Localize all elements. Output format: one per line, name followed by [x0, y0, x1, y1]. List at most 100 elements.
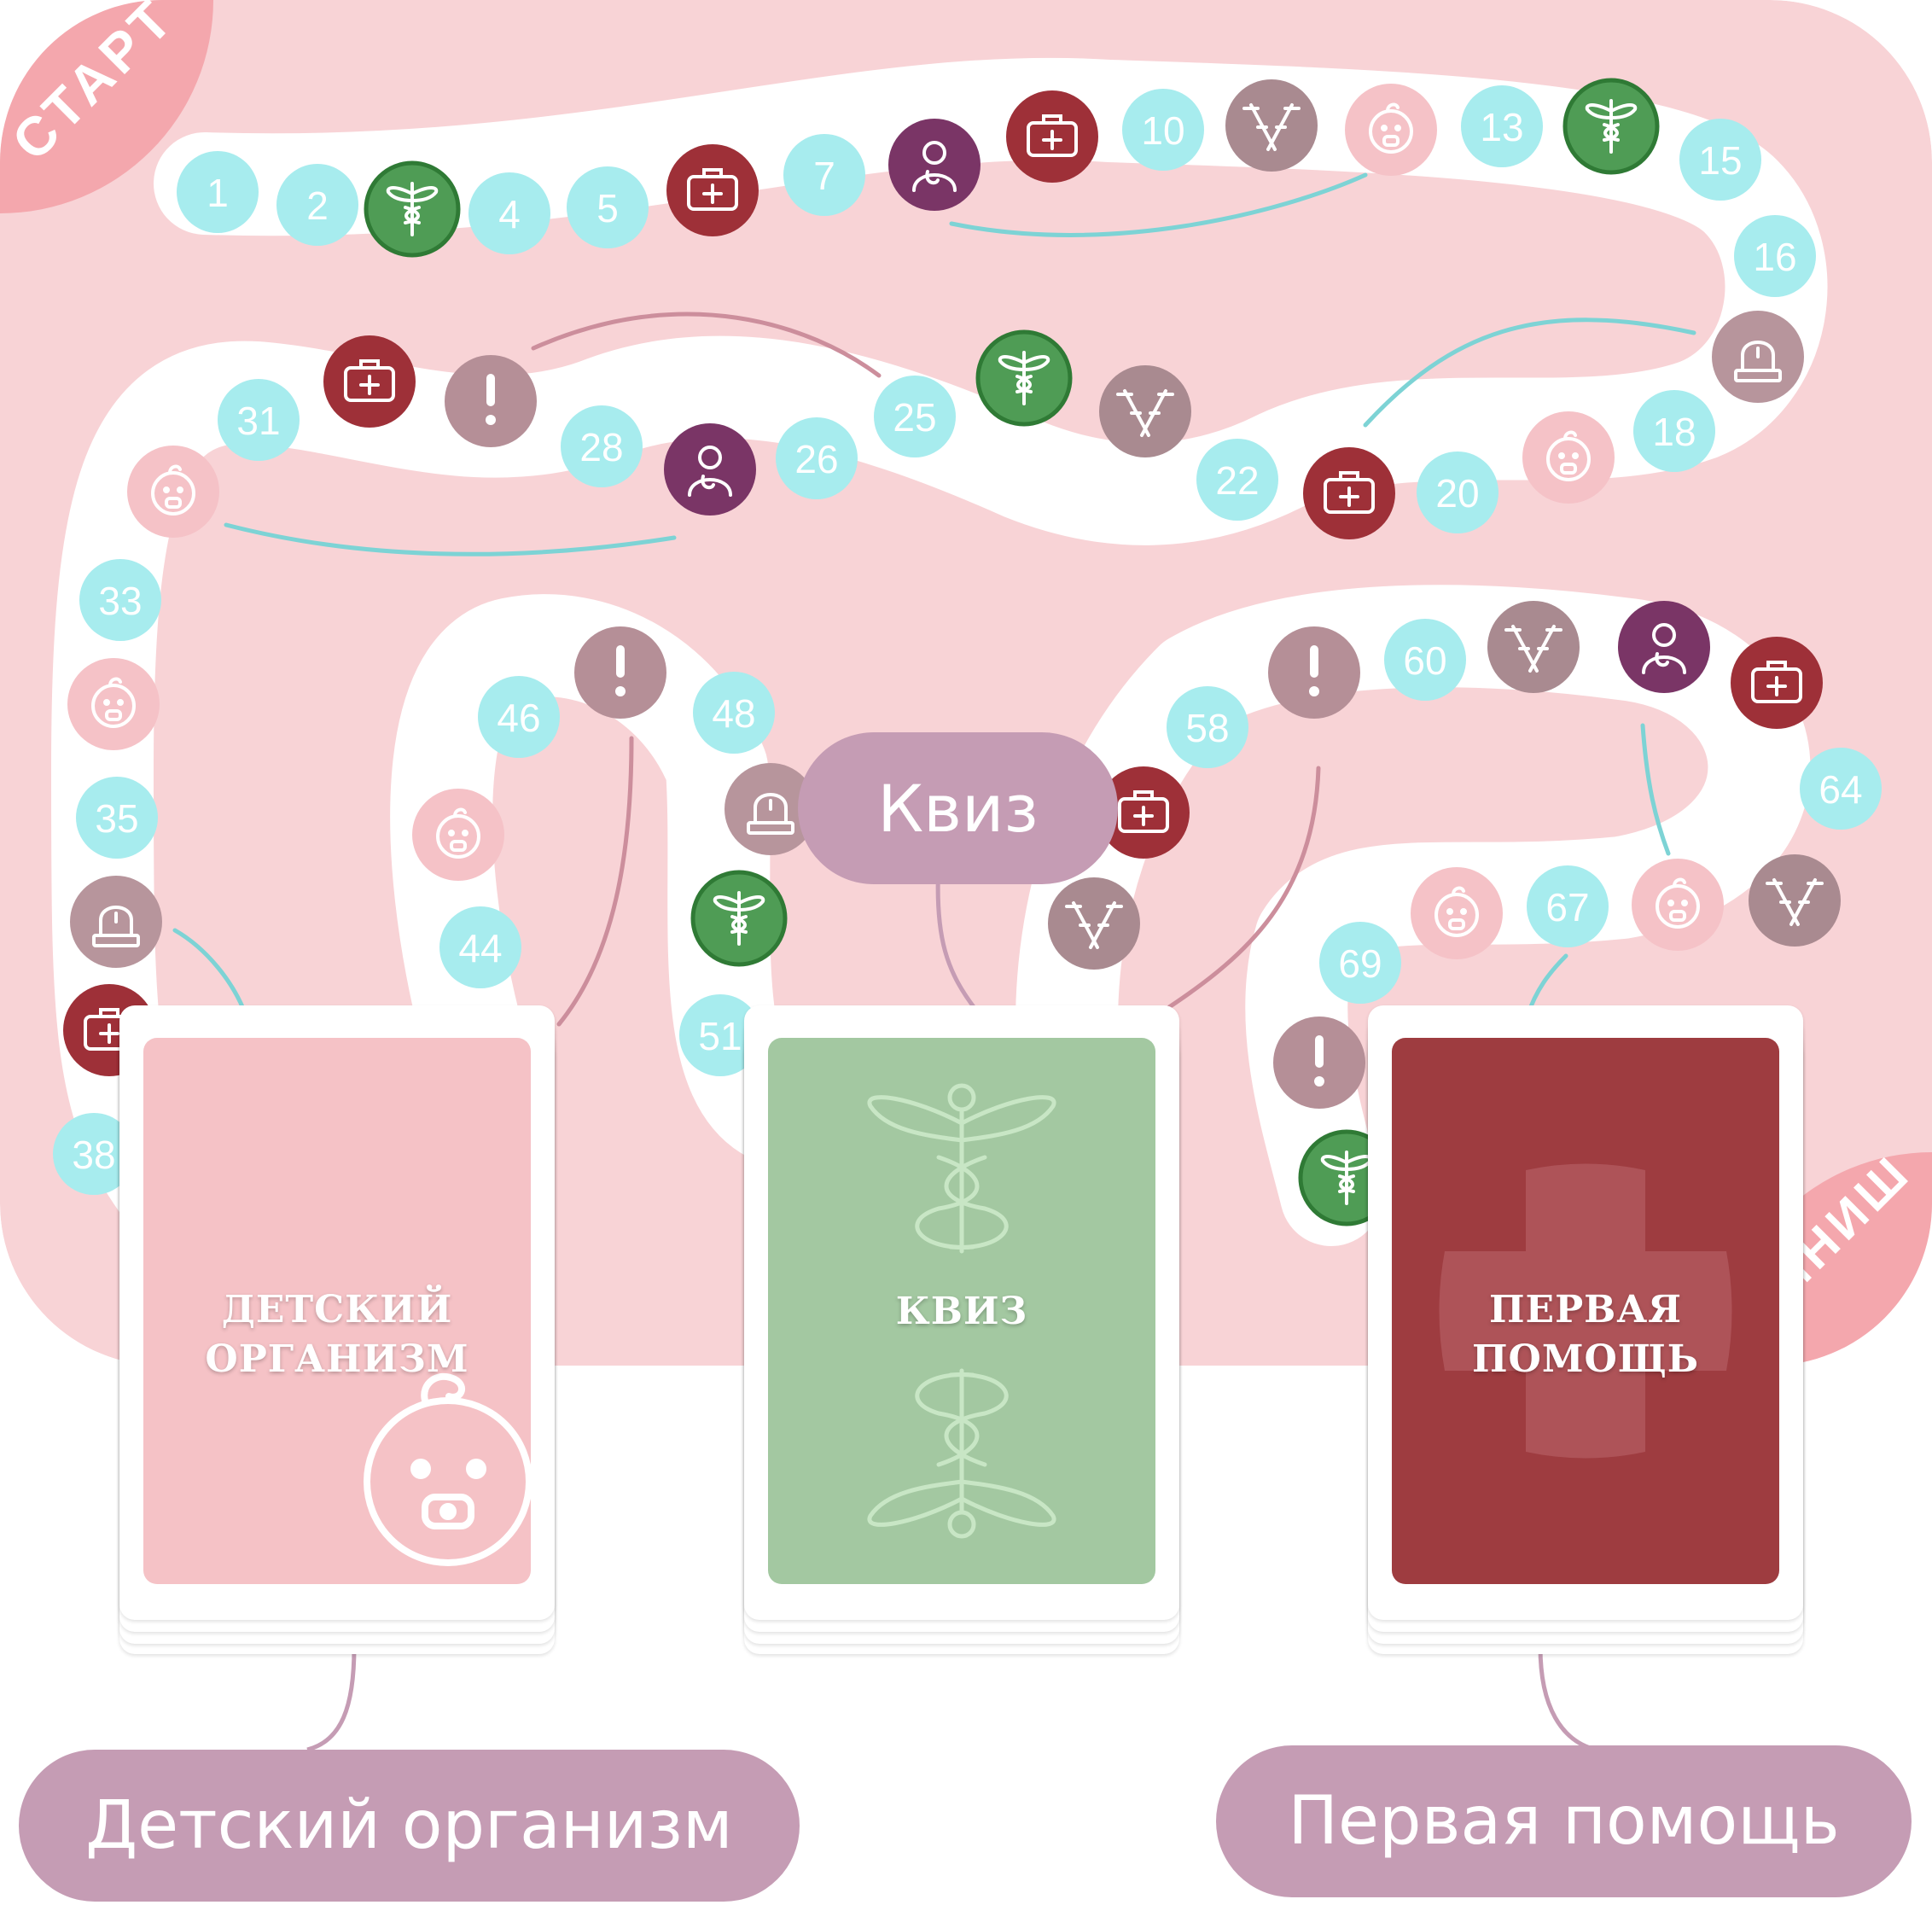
cell-number: 15	[1698, 138, 1742, 183]
label-child: Детский организм	[19, 1750, 800, 1902]
board-cell	[1225, 79, 1318, 172]
board-cell	[1097, 766, 1190, 859]
cell-disc	[79, 559, 161, 641]
cell-disc	[76, 777, 158, 859]
cell-disc	[1225, 79, 1318, 172]
board-cell	[412, 789, 504, 881]
connector-child	[306, 1646, 357, 1752]
cell-disc	[276, 164, 358, 246]
cell-disc	[1167, 686, 1248, 768]
crutches-icon	[1766, 878, 1824, 926]
cell-number: 2	[306, 184, 329, 228]
arrow-teal	[1363, 318, 1696, 428]
board-cell: 48	[693, 672, 775, 754]
cell-number: 48	[712, 691, 755, 736]
deck-card-top: ДЕТСКИЙ ОРГАНИЗМ	[119, 1005, 555, 1620]
board-cell	[1618, 601, 1710, 693]
board-cell: 4	[468, 172, 550, 254]
siren-icon	[92, 906, 140, 947]
connector-quiz	[935, 861, 979, 1013]
board-cell	[724, 763, 817, 855]
cell-disc	[1461, 85, 1543, 167]
cell-disc	[693, 672, 775, 754]
cell-disc	[1734, 215, 1816, 297]
board-cell	[70, 876, 162, 968]
board-cell	[1048, 877, 1140, 970]
board-cell	[1411, 867, 1503, 959]
card-deck-child[interactable]: ДЕТСКИЙ ОРГАНИЗМ	[119, 1005, 555, 1654]
siren-icon	[1734, 341, 1782, 382]
cell-number: 26	[794, 437, 838, 481]
doctor-icon	[688, 446, 732, 497]
siren-icon	[747, 793, 794, 835]
board-cell: 64	[1800, 748, 1882, 830]
cell-disc	[412, 789, 504, 881]
board-cell: 2	[276, 164, 358, 246]
board-cell: 67	[1527, 865, 1609, 947]
card-face-first-aid: ПЕРВАЯ ПОМОЩЬ	[1392, 1038, 1779, 1584]
board-cell: 20	[1417, 451, 1498, 533]
board-cell: 31	[218, 379, 300, 461]
crutches-icon	[1504, 625, 1562, 673]
card-deck-quiz[interactable]: КВИЗ	[744, 1005, 1179, 1654]
doctor-icon	[912, 141, 957, 192]
board-cell: 51	[679, 994, 761, 1076]
card-deck-first-aid[interactable]: ПЕРВАЯ ПОМОЩЬ	[1368, 1005, 1803, 1654]
cell-number: 4	[498, 192, 521, 236]
cell-disc	[679, 994, 761, 1076]
first-aid-kit-icon	[344, 359, 395, 402]
exclamation-icon	[1309, 645, 1319, 696]
board-cell	[1731, 637, 1823, 729]
connector-first-aid	[1538, 1646, 1597, 1752]
cell-disc	[1384, 619, 1466, 701]
arrow-mauve	[531, 312, 882, 378]
baby-icon	[1434, 886, 1479, 937]
board-cell: 38	[53, 1113, 135, 1195]
board-cell	[1099, 365, 1191, 457]
cell-number: 33	[98, 579, 142, 623]
exclamation-icon	[486, 374, 496, 425]
label-quiz: Квиз	[798, 732, 1118, 884]
cell-number: 22	[1215, 458, 1259, 503]
cell-number: 44	[458, 926, 502, 970]
caduceus-icon	[998, 351, 1050, 405]
board-cell: 33	[79, 559, 161, 641]
crutches-icon	[1116, 389, 1174, 437]
caduceus-icon	[867, 1083, 1056, 1539]
cell-disc	[776, 417, 858, 499]
deck-card-top: ПЕРВАЯ ПОМОЩЬ	[1368, 1005, 1803, 1620]
arrow-mauve	[1167, 766, 1321, 1010]
arrow-teal	[949, 172, 1368, 237]
board-cell	[1522, 411, 1615, 504]
finish-corner-badge	[1719, 1152, 1932, 1366]
board-cell	[445, 355, 537, 447]
cell-disc	[1522, 411, 1615, 504]
first-aid-kit-icon	[1027, 114, 1078, 157]
cell-number: 38	[72, 1133, 115, 1177]
board-cell	[666, 144, 759, 236]
cell-number: 20	[1435, 471, 1479, 516]
first-aid-kit-icon	[1118, 790, 1169, 833]
board-cell	[574, 626, 666, 719]
board-cell	[690, 870, 788, 967]
board-cell	[1268, 626, 1360, 719]
board-cell: 10	[1122, 89, 1204, 171]
baby-icon	[436, 807, 480, 859]
board-cell: 46	[478, 676, 560, 758]
exclamation-icon	[1314, 1035, 1324, 1086]
cell-number: 31	[236, 399, 280, 443]
cell-disc	[1632, 859, 1724, 951]
caduceus-icon	[713, 891, 765, 946]
baby-icon	[1656, 877, 1700, 929]
cell-disc	[1527, 865, 1609, 947]
board-cell	[1006, 90, 1098, 183]
doctor-icon	[1642, 623, 1686, 674]
exclamation-icon	[615, 645, 626, 696]
board-cell	[1303, 447, 1395, 539]
board-cell	[1345, 84, 1437, 176]
board-cell: 26	[776, 417, 858, 499]
board-cell	[1487, 601, 1580, 693]
cell-disc	[1411, 867, 1503, 959]
board-cell	[1273, 1017, 1365, 1109]
cell-number: 69	[1338, 941, 1382, 986]
